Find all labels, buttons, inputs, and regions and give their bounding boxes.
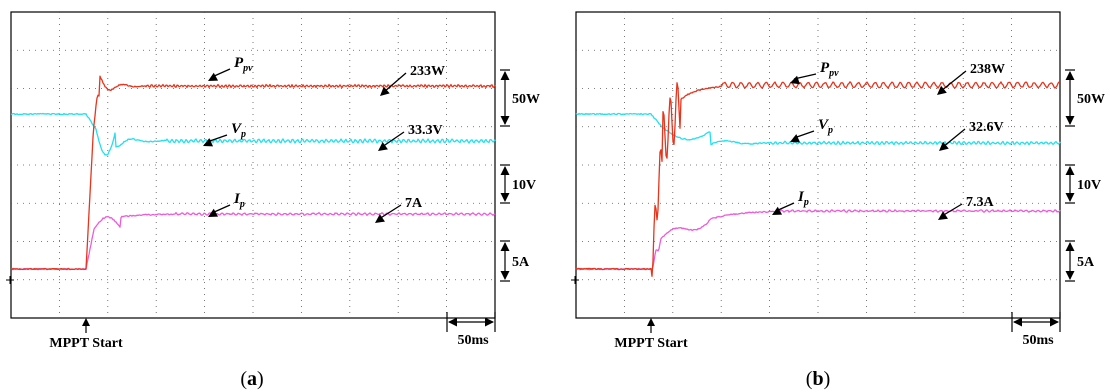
value-arrowhead bbox=[937, 85, 947, 95]
timebase-arrowhead-right bbox=[485, 317, 494, 327]
scale-arrowhead-top bbox=[500, 166, 510, 175]
series-line-p-pv bbox=[10, 75, 496, 271]
trigger-label: MPPT Start bbox=[49, 336, 123, 351]
panel-a: MPPT Start 50ms 50W 10V 5A Ppv Vp Ip 233W 33.3V 7A… bbox=[6, 11, 540, 390]
scale-label: 50W bbox=[1077, 92, 1105, 107]
scale-label: 10V bbox=[512, 178, 536, 193]
scale-arrowhead-bottom bbox=[500, 271, 510, 280]
scale-arrowhead-bottom bbox=[1065, 271, 1075, 280]
scale-label: 5A bbox=[512, 255, 530, 270]
timebase-label: 50ms bbox=[1022, 333, 1054, 348]
scale-arrowhead-bottom bbox=[500, 116, 510, 125]
final-value-text: 238W bbox=[970, 62, 1005, 77]
final-value-text: 7A bbox=[405, 196, 423, 211]
svg-text:Ppv: Ppv bbox=[820, 60, 839, 79]
final-value-text: 33.3V bbox=[408, 123, 443, 138]
series-label-p-pv: Ppv bbox=[790, 60, 839, 85]
panel-b: MPPT Start 50ms 50W 10V 5A Ppv Vp Ip 238W 32.6V 7.… bbox=[571, 11, 1105, 390]
series-line-i-p bbox=[10, 211, 496, 271]
scale-label: 10V bbox=[1077, 178, 1101, 193]
svg-text:Ppv: Ppv bbox=[234, 55, 253, 74]
label-arrowhead bbox=[790, 134, 801, 143]
final-value-v-p: 33.3V bbox=[378, 123, 443, 151]
series-label-p-pv: Ppv bbox=[208, 55, 253, 81]
trigger-marker: MPPT Start bbox=[614, 318, 688, 351]
svg-text:Vp: Vp bbox=[231, 121, 246, 140]
label-arrowhead bbox=[208, 72, 219, 81]
series-label-v-p: Vp bbox=[790, 117, 833, 143]
final-value-text: 233W bbox=[410, 64, 445, 79]
value-arrow bbox=[378, 204, 402, 220]
series-line-p-pv bbox=[575, 81, 1061, 277]
final-value-p-pv: 238W bbox=[937, 62, 1005, 95]
series-line-v-p bbox=[10, 112, 496, 156]
final-value-text: 32.6V bbox=[969, 120, 1004, 135]
final-value-text: 7.3A bbox=[966, 195, 995, 210]
timebase-arrowhead-right bbox=[1050, 317, 1059, 327]
svg-text:Vp: Vp bbox=[818, 117, 833, 136]
scale-arrowhead-top bbox=[1065, 71, 1075, 80]
scale-bar: 50W bbox=[1065, 69, 1105, 127]
scale-arrowhead-top bbox=[1065, 242, 1075, 251]
panel-caption: (a) bbox=[240, 368, 263, 390]
scale-label: 5A bbox=[1077, 255, 1095, 270]
timebase-label: 50ms bbox=[457, 333, 489, 348]
scale-arrowhead-top bbox=[1065, 166, 1075, 175]
trigger-label: MPPT Start bbox=[614, 336, 688, 351]
label-arrowhead bbox=[772, 206, 783, 215]
value-arrowhead bbox=[939, 141, 949, 151]
ground-marker bbox=[571, 276, 579, 284]
scale-bar: 10V bbox=[500, 164, 536, 204]
final-value-v-p: 32.6V bbox=[939, 120, 1004, 151]
series-line-i-p bbox=[575, 209, 1061, 271]
scale-label: 50W bbox=[512, 92, 540, 107]
value-arrowhead bbox=[378, 142, 388, 151]
value-arrow bbox=[942, 128, 966, 148]
grid bbox=[11, 12, 495, 318]
scale-bar: 10V bbox=[1065, 164, 1101, 204]
label-arrowhead bbox=[203, 138, 214, 147]
final-value-i-p: 7A bbox=[375, 196, 423, 223]
series-line-v-p bbox=[575, 112, 1061, 146]
scale-bar: 5A bbox=[500, 240, 530, 282]
scale-arrowhead-bottom bbox=[1065, 116, 1075, 125]
label-arrowhead bbox=[208, 208, 219, 217]
scale-arrowhead-top bbox=[500, 71, 510, 80]
value-arrow bbox=[941, 203, 963, 217]
scale-arrowhead-bottom bbox=[1065, 193, 1075, 202]
grid bbox=[576, 12, 1060, 318]
final-value-p-pv: 233W bbox=[380, 64, 445, 96]
value-arrowhead bbox=[938, 211, 948, 220]
timebase-marker: 50ms bbox=[1011, 312, 1061, 348]
timebase-marker: 50ms bbox=[446, 312, 496, 348]
timebase-arrowhead-left bbox=[448, 317, 457, 327]
timebase-arrowhead-left bbox=[1013, 317, 1022, 327]
scale-bar: 5A bbox=[1065, 240, 1095, 282]
trigger-marker: MPPT Start bbox=[49, 318, 123, 351]
svg-text:Ip: Ip bbox=[797, 189, 809, 208]
value-arrowhead bbox=[380, 86, 390, 96]
label-arrowhead bbox=[790, 75, 800, 85]
value-arrow bbox=[381, 131, 405, 148]
value-arrow bbox=[383, 72, 407, 93]
svg-text:Ip: Ip bbox=[233, 191, 245, 210]
final-value-i-p: 7.3A bbox=[938, 195, 995, 220]
panel-caption: (b) bbox=[806, 368, 830, 390]
ground-marker bbox=[6, 276, 14, 284]
value-arrowhead bbox=[375, 214, 385, 223]
value-arrow bbox=[940, 70, 967, 92]
scale-bar: 50W bbox=[500, 69, 540, 127]
scale-arrowhead-top bbox=[500, 242, 510, 251]
series-label-i-p: Ip bbox=[772, 189, 809, 215]
scale-arrowhead-bottom bbox=[500, 193, 510, 202]
trigger-arrowhead bbox=[82, 318, 90, 326]
series-label-i-p: Ip bbox=[208, 191, 245, 217]
trigger-arrowhead bbox=[647, 318, 655, 326]
series-label-v-p: Vp bbox=[203, 121, 246, 147]
